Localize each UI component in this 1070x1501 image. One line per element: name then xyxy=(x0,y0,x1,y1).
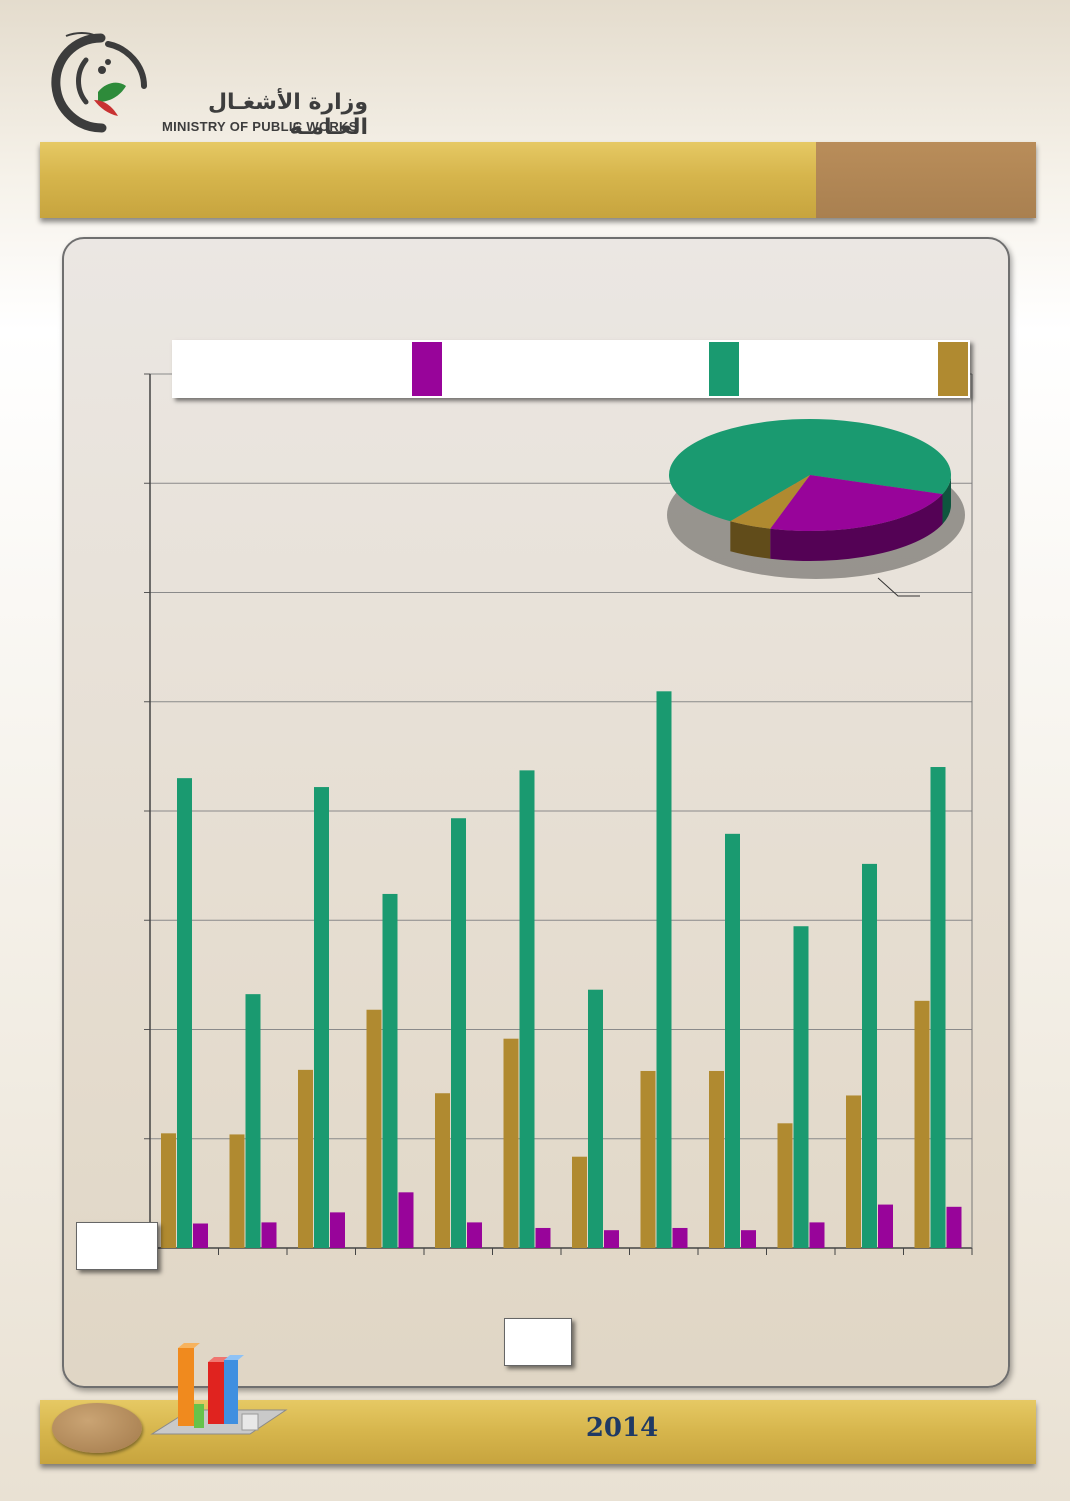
footer-oval xyxy=(52,1403,142,1453)
bar-series-2 xyxy=(725,833,740,1248)
bar-series-2 xyxy=(382,893,398,1248)
bar-series-1 xyxy=(435,1093,450,1248)
bar-series-3 xyxy=(193,1223,208,1248)
pie-slice-3 xyxy=(730,475,810,529)
bar-series-2 xyxy=(314,787,329,1248)
bar-series-2 xyxy=(862,863,877,1248)
bar-series-2 xyxy=(177,778,192,1248)
header-bar xyxy=(40,142,1036,218)
pie-slice-2 xyxy=(770,475,943,531)
bar-series-2 xyxy=(930,767,946,1248)
bar-series-1 xyxy=(777,1123,793,1248)
bar-series-1 xyxy=(366,1009,382,1248)
bar-series-3 xyxy=(604,1230,619,1248)
bar-series-3 xyxy=(261,1222,277,1248)
bar-series-2 xyxy=(588,989,603,1248)
bar-series-1 xyxy=(914,1000,930,1248)
bar-series-3 xyxy=(672,1227,688,1248)
bar-series-3 xyxy=(467,1222,482,1248)
bar-series-1 xyxy=(846,1095,861,1248)
bar-series-1 xyxy=(161,1133,176,1248)
y-axis-unit-box xyxy=(76,1222,158,1270)
chart-legend xyxy=(172,340,970,398)
bar-series-3 xyxy=(946,1206,962,1248)
bar-series-3 xyxy=(878,1204,893,1248)
bar-series-2 xyxy=(245,994,261,1248)
header-tab xyxy=(816,142,1036,218)
bar-chart-3d-icon xyxy=(150,1343,288,1435)
bar-series-3 xyxy=(330,1212,345,1248)
bar-series-3 xyxy=(535,1227,551,1248)
pie-slice-1 xyxy=(669,419,952,522)
bar-series-1 xyxy=(709,1070,724,1248)
pie-slice-side-2 xyxy=(770,494,943,561)
bar-series-2 xyxy=(451,818,466,1248)
bar-series-2 xyxy=(519,770,535,1248)
footer-year: 2014 xyxy=(585,1413,659,1443)
bar-series-1 xyxy=(503,1038,519,1248)
bar-series-1 xyxy=(572,1156,587,1248)
logo-english-name: MINISTRY OF PUBLIC WORKS xyxy=(162,119,358,134)
legend-swatch-series-1 xyxy=(938,342,968,396)
bar-series-2 xyxy=(793,926,809,1248)
bar-series-1 xyxy=(229,1134,245,1248)
logo-arabic-name: وزارة الأشغـال العـامـة xyxy=(207,90,368,140)
pie-slice-side-1 xyxy=(942,475,951,525)
ministry-logo: وزارة الأشغـال العـامـة MINISTRY OF PUBL… xyxy=(46,30,376,140)
pie-leader-line xyxy=(877,577,920,597)
bar-series-3 xyxy=(398,1192,414,1248)
bar-series-3 xyxy=(809,1222,825,1248)
x-axis-unit-box xyxy=(504,1318,572,1366)
bar-series-2 xyxy=(656,691,672,1248)
legend-swatch-series-2 xyxy=(709,342,739,396)
bar-series-3 xyxy=(741,1230,756,1248)
legend-swatch-series-3 xyxy=(412,342,442,396)
pie-slice-side-3 xyxy=(730,521,771,559)
bar-series-1 xyxy=(640,1070,656,1248)
bar-series-1 xyxy=(298,1069,313,1248)
ministry-emblem-icon xyxy=(51,32,147,133)
